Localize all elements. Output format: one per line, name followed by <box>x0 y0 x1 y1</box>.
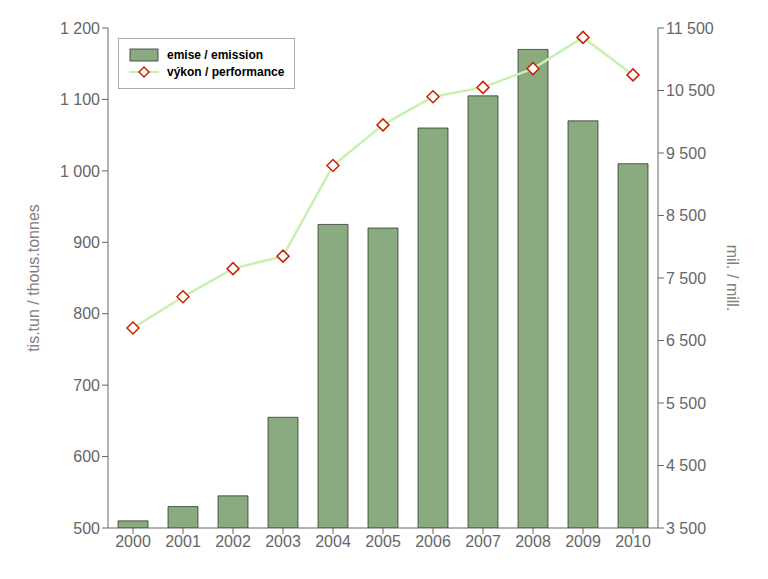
html-text:výkon / performance: výkon / performance <box>167 65 285 79</box>
svg-text:2000: 2000 <box>115 533 151 550</box>
svg-text:2007: 2007 <box>465 533 501 550</box>
svg-text:900: 900 <box>73 234 100 251</box>
svg-text:500: 500 <box>73 520 100 537</box>
svg-text:1 000: 1 000 <box>60 163 100 180</box>
svg-text:800: 800 <box>73 305 100 322</box>
svg-text:700: 700 <box>73 377 100 394</box>
svg-text:2003: 2003 <box>265 533 301 550</box>
svg-text:mil. / mill.: mil. / mill. <box>724 245 741 312</box>
svg-text:9 500: 9 500 <box>666 145 706 162</box>
svg-text:2002: 2002 <box>215 533 251 550</box>
svg-text:2008: 2008 <box>515 533 551 550</box>
svg-text:tis.tun / thous.tonnes: tis.tun / thous.tonnes <box>25 204 42 352</box>
svg-text:5 500: 5 500 <box>666 395 706 412</box>
svg-text:10 500: 10 500 <box>666 82 715 99</box>
svg-text:2010: 2010 <box>615 533 651 550</box>
svg-text:600: 600 <box>73 448 100 465</box>
svg-text:1 200: 1 200 <box>60 20 100 37</box>
svg-text:2005: 2005 <box>365 533 401 550</box>
svg-text:7 500: 7 500 <box>666 270 706 287</box>
svg-text:2001: 2001 <box>165 533 201 550</box>
svg-text:2009: 2009 <box>565 533 601 550</box>
svg-text:8 500: 8 500 <box>666 207 706 224</box>
svg-text:1 100: 1 100 <box>60 91 100 108</box>
svg-text:2006: 2006 <box>415 533 451 550</box>
svg-text:6 500: 6 500 <box>666 332 706 349</box>
html-text:emise / emission: emise / emission <box>167 48 263 62</box>
svg-text:3 500: 3 500 <box>666 520 706 537</box>
svg-text:4 500: 4 500 <box>666 457 706 474</box>
svg-text:11 500: 11 500 <box>666 20 714 37</box>
svg-text:2004: 2004 <box>315 533 351 550</box>
